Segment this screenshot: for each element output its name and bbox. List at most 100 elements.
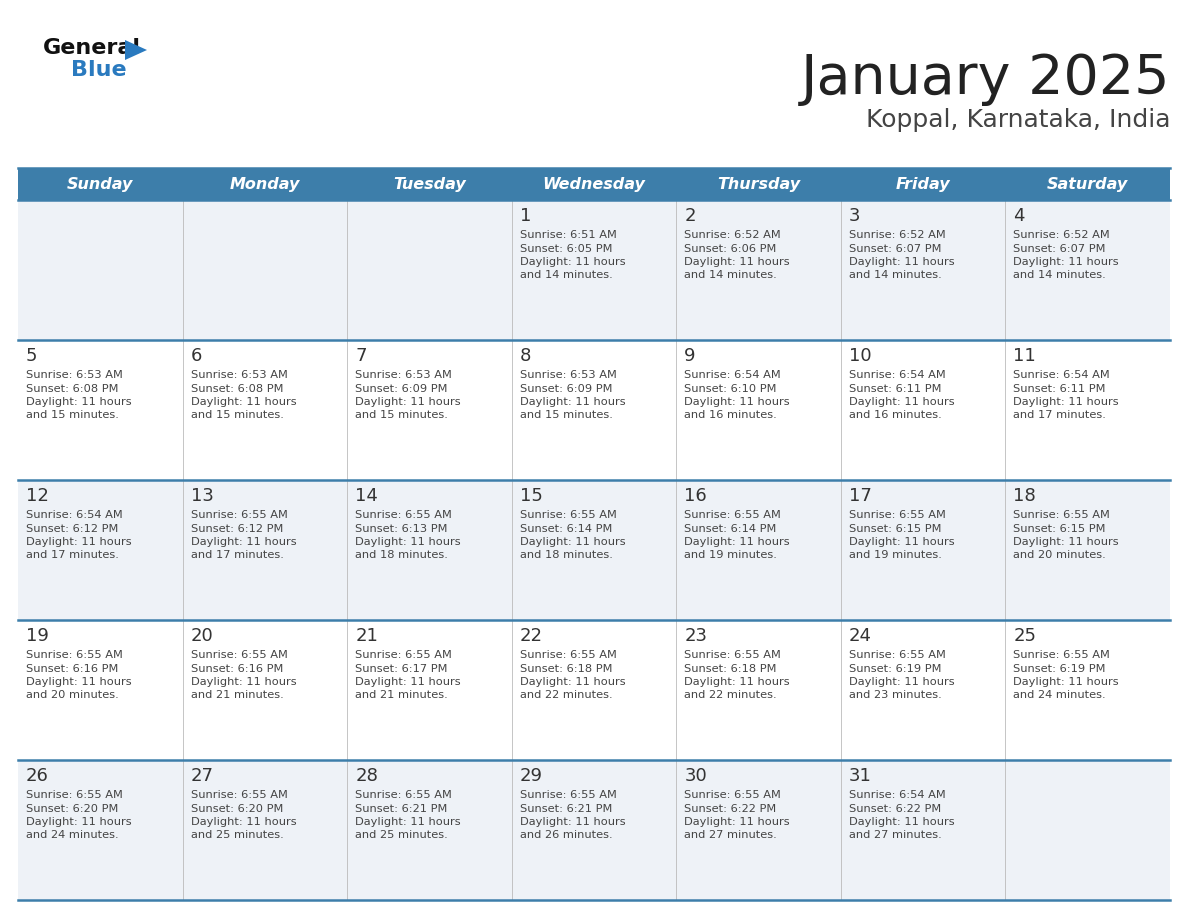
Text: Sunset: 6:12 PM: Sunset: 6:12 PM (26, 523, 119, 533)
Bar (18, 480, 1170, 620)
Text: 20: 20 (190, 627, 214, 645)
Text: 12: 12 (26, 487, 49, 505)
Text: and 26 minutes.: and 26 minutes. (519, 831, 612, 841)
Text: Sunrise: 6:52 AM: Sunrise: 6:52 AM (1013, 230, 1110, 240)
Text: Sunset: 6:16 PM: Sunset: 6:16 PM (26, 664, 119, 674)
Bar (18, 620, 1170, 760)
Text: Sunrise: 6:54 AM: Sunrise: 6:54 AM (1013, 370, 1110, 380)
Text: Sunset: 6:20 PM: Sunset: 6:20 PM (190, 803, 283, 813)
Text: 22: 22 (519, 627, 543, 645)
Text: Sunset: 6:16 PM: Sunset: 6:16 PM (190, 664, 283, 674)
Text: and 14 minutes.: and 14 minutes. (1013, 271, 1106, 281)
Text: Blue: Blue (71, 60, 127, 80)
Text: Daylight: 11 hours: Daylight: 11 hours (519, 537, 625, 547)
Text: Sunset: 6:12 PM: Sunset: 6:12 PM (190, 523, 283, 533)
Text: Sunrise: 6:54 AM: Sunrise: 6:54 AM (26, 510, 122, 520)
Text: Sunrise: 6:52 AM: Sunrise: 6:52 AM (684, 230, 781, 240)
Text: Sunrise: 6:55 AM: Sunrise: 6:55 AM (684, 650, 782, 660)
Text: Daylight: 11 hours: Daylight: 11 hours (519, 817, 625, 827)
Text: and 22 minutes.: and 22 minutes. (519, 690, 612, 700)
Bar (18, 760, 1170, 900)
Text: Sunrise: 6:55 AM: Sunrise: 6:55 AM (355, 650, 451, 660)
Text: Sunset: 6:09 PM: Sunset: 6:09 PM (355, 384, 448, 394)
Text: Sunrise: 6:55 AM: Sunrise: 6:55 AM (519, 790, 617, 800)
Text: Sunrise: 6:55 AM: Sunrise: 6:55 AM (519, 650, 617, 660)
Text: Daylight: 11 hours: Daylight: 11 hours (684, 257, 790, 267)
Text: Koppal, Karnataka, India: Koppal, Karnataka, India (866, 108, 1170, 132)
Text: Sunset: 6:07 PM: Sunset: 6:07 PM (1013, 243, 1106, 253)
Text: Sunrise: 6:55 AM: Sunrise: 6:55 AM (849, 510, 946, 520)
Text: Daylight: 11 hours: Daylight: 11 hours (26, 397, 132, 407)
Text: and 25 minutes.: and 25 minutes. (355, 831, 448, 841)
Text: 23: 23 (684, 627, 707, 645)
Text: Saturday: Saturday (1047, 176, 1129, 192)
Text: Sunset: 6:19 PM: Sunset: 6:19 PM (1013, 664, 1106, 674)
Text: and 23 minutes.: and 23 minutes. (849, 690, 942, 700)
Bar (18, 200, 1170, 340)
Text: and 20 minutes.: and 20 minutes. (1013, 551, 1106, 561)
Text: and 15 minutes.: and 15 minutes. (26, 410, 119, 420)
Text: Daylight: 11 hours: Daylight: 11 hours (684, 817, 790, 827)
Text: 13: 13 (190, 487, 214, 505)
Polygon shape (125, 40, 147, 60)
Bar (18, 340, 1170, 480)
Text: 19: 19 (26, 627, 49, 645)
Text: Sunset: 6:21 PM: Sunset: 6:21 PM (355, 803, 448, 813)
Text: 27: 27 (190, 767, 214, 785)
Text: Daylight: 11 hours: Daylight: 11 hours (519, 677, 625, 687)
Text: Sunset: 6:06 PM: Sunset: 6:06 PM (684, 243, 777, 253)
Text: Sunset: 6:18 PM: Sunset: 6:18 PM (684, 664, 777, 674)
Text: and 17 minutes.: and 17 minutes. (26, 551, 119, 561)
Text: Sunrise: 6:54 AM: Sunrise: 6:54 AM (849, 370, 946, 380)
Text: Sunrise: 6:55 AM: Sunrise: 6:55 AM (190, 510, 287, 520)
Text: Sunset: 6:07 PM: Sunset: 6:07 PM (849, 243, 941, 253)
Bar (841, 168, 1005, 200)
Text: Daylight: 11 hours: Daylight: 11 hours (26, 817, 132, 827)
Text: and 24 minutes.: and 24 minutes. (1013, 690, 1106, 700)
Text: Sunrise: 6:55 AM: Sunrise: 6:55 AM (519, 510, 617, 520)
Text: Sunrise: 6:55 AM: Sunrise: 6:55 AM (26, 650, 122, 660)
Text: and 18 minutes.: and 18 minutes. (519, 551, 613, 561)
Text: Sunrise: 6:55 AM: Sunrise: 6:55 AM (684, 790, 782, 800)
Text: 16: 16 (684, 487, 707, 505)
Bar (1005, 168, 1170, 200)
Text: and 15 minutes.: and 15 minutes. (355, 410, 448, 420)
Text: and 27 minutes.: and 27 minutes. (849, 831, 942, 841)
Text: Sunset: 6:05 PM: Sunset: 6:05 PM (519, 243, 612, 253)
Text: Friday: Friday (896, 176, 950, 192)
Text: Daylight: 11 hours: Daylight: 11 hours (190, 817, 296, 827)
Text: 10: 10 (849, 347, 872, 365)
Text: and 22 minutes.: and 22 minutes. (684, 690, 777, 700)
Text: and 25 minutes.: and 25 minutes. (190, 831, 283, 841)
Text: Sunrise: 6:55 AM: Sunrise: 6:55 AM (26, 790, 122, 800)
Text: Sunrise: 6:53 AM: Sunrise: 6:53 AM (355, 370, 451, 380)
Text: 8: 8 (519, 347, 531, 365)
Text: Daylight: 11 hours: Daylight: 11 hours (26, 537, 132, 547)
Bar (18, 168, 183, 200)
Text: Sunset: 6:14 PM: Sunset: 6:14 PM (519, 523, 612, 533)
Text: Daylight: 11 hours: Daylight: 11 hours (684, 397, 790, 407)
Text: Daylight: 11 hours: Daylight: 11 hours (190, 397, 296, 407)
Text: and 17 minutes.: and 17 minutes. (190, 551, 284, 561)
Text: Sunset: 6:22 PM: Sunset: 6:22 PM (849, 803, 941, 813)
Text: Sunrise: 6:55 AM: Sunrise: 6:55 AM (1013, 510, 1111, 520)
Text: and 16 minutes.: and 16 minutes. (684, 410, 777, 420)
Text: Sunset: 6:15 PM: Sunset: 6:15 PM (1013, 523, 1106, 533)
Text: Daylight: 11 hours: Daylight: 11 hours (849, 677, 954, 687)
Text: Sunset: 6:08 PM: Sunset: 6:08 PM (26, 384, 119, 394)
Text: 31: 31 (849, 767, 872, 785)
Text: and 20 minutes.: and 20 minutes. (26, 690, 119, 700)
Text: Daylight: 11 hours: Daylight: 11 hours (190, 537, 296, 547)
Text: Sunset: 6:21 PM: Sunset: 6:21 PM (519, 803, 612, 813)
Text: Sunrise: 6:55 AM: Sunrise: 6:55 AM (849, 650, 946, 660)
Text: Sunrise: 6:55 AM: Sunrise: 6:55 AM (355, 510, 451, 520)
Text: 25: 25 (1013, 627, 1036, 645)
Text: Sunset: 6:14 PM: Sunset: 6:14 PM (684, 523, 777, 533)
Text: and 14 minutes.: and 14 minutes. (684, 271, 777, 281)
Text: 7: 7 (355, 347, 367, 365)
Text: Sunrise: 6:55 AM: Sunrise: 6:55 AM (684, 510, 782, 520)
Text: Sunrise: 6:53 AM: Sunrise: 6:53 AM (190, 370, 287, 380)
Text: and 21 minutes.: and 21 minutes. (355, 690, 448, 700)
Text: Daylight: 11 hours: Daylight: 11 hours (849, 257, 954, 267)
Text: Sunset: 6:22 PM: Sunset: 6:22 PM (684, 803, 777, 813)
